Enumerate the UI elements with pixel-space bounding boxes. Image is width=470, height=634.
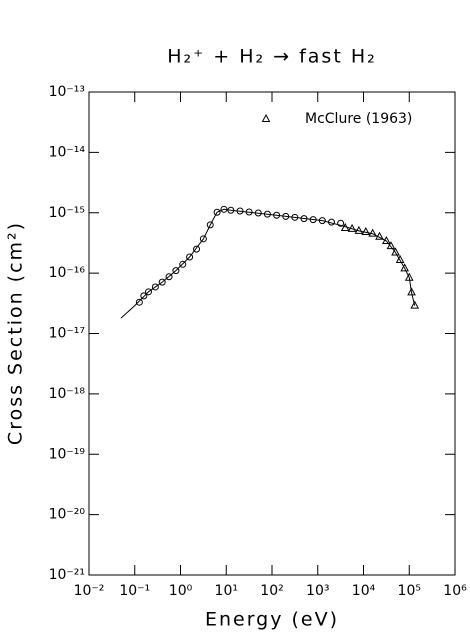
circle-marker xyxy=(327,218,335,226)
y-tick-label: 10⁻¹⁷ xyxy=(49,326,85,342)
circle-marker xyxy=(282,212,290,220)
legend-marker xyxy=(261,113,271,122)
circle-marker xyxy=(193,245,201,253)
fit-line xyxy=(120,208,416,319)
x-tick-label: 10⁵ xyxy=(398,583,421,599)
y-tick-label: 10⁻¹⁴ xyxy=(49,144,86,160)
y-tick-label: 10⁻¹⁸ xyxy=(49,386,86,402)
y-tick-label: 10⁻¹⁵ xyxy=(49,205,85,221)
x-tick-label: 10⁻¹ xyxy=(119,583,150,599)
triangle-marker xyxy=(407,287,416,296)
circle-marker xyxy=(254,209,262,217)
circle-marker xyxy=(213,208,221,216)
triangle-marker xyxy=(368,228,377,237)
triangle-marker xyxy=(361,226,371,235)
triangle-marker xyxy=(375,231,384,240)
y-tick-label: 10⁻¹⁹ xyxy=(49,446,86,462)
triangle-marker xyxy=(391,247,400,256)
x-tick-label: 10⁴ xyxy=(352,583,376,599)
x-tick-label: 10⁶ xyxy=(443,583,467,599)
y-tick-label: 10⁻²⁰ xyxy=(49,507,86,523)
circle-marker xyxy=(309,216,317,224)
circle-marker xyxy=(337,219,345,227)
y-tick-label: 10⁻¹³ xyxy=(49,84,85,100)
circle-marker xyxy=(245,208,253,216)
x-tick-label: 10⁰ xyxy=(169,583,193,599)
legend-label: McClure (1963) xyxy=(305,111,412,127)
x-tick-label: 10⁻² xyxy=(74,583,105,599)
x-tick-label: 10² xyxy=(260,583,283,599)
triangle-marker xyxy=(404,272,414,281)
triangle-marker xyxy=(400,263,410,272)
circle-marker xyxy=(300,215,308,223)
x-axis-label: Energy (eV) xyxy=(205,609,339,631)
circle-marker xyxy=(158,278,166,286)
triangle-marker xyxy=(410,300,420,309)
triangle-marker xyxy=(382,235,391,245)
circle-marker xyxy=(227,206,235,214)
circle-marker xyxy=(291,213,299,221)
circle-marker xyxy=(186,253,194,261)
circle-marker xyxy=(220,205,228,213)
chart-title: H₂⁺ + H₂ → fast H₂ xyxy=(167,46,376,68)
circle-marker xyxy=(145,288,153,296)
y-axis-label: Cross Section (cm²) xyxy=(5,221,27,445)
circle-marker xyxy=(179,260,187,268)
circle-marker xyxy=(172,267,180,275)
circle-marker xyxy=(199,235,207,243)
x-tick-label: 10¹ xyxy=(215,583,238,599)
triangle-marker xyxy=(395,254,405,263)
y-tick-label: 10⁻²¹ xyxy=(49,567,85,583)
plot-frame xyxy=(88,91,456,576)
circle-marker xyxy=(165,273,173,281)
triangle-marker xyxy=(340,222,350,231)
triangle-marker xyxy=(354,225,364,234)
circle-marker xyxy=(151,283,159,291)
triangle-marker xyxy=(347,223,357,232)
circle-marker xyxy=(263,210,271,218)
circle-marker xyxy=(206,221,214,229)
circle-marker xyxy=(318,217,326,225)
circle-marker xyxy=(236,207,244,215)
circle-marker xyxy=(140,292,148,300)
triangle-marker xyxy=(386,241,396,250)
y-tick-label: 10⁻¹⁶ xyxy=(49,265,86,281)
x-tick-label: 10³ xyxy=(306,583,329,599)
circle-marker xyxy=(135,298,143,306)
circle-marker xyxy=(273,211,281,219)
